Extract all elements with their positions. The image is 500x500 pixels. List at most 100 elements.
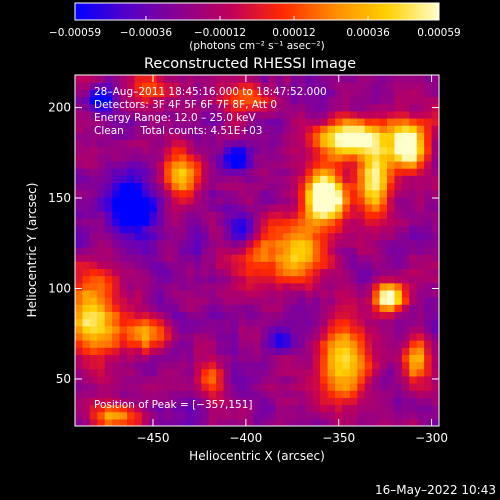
heatmap-cell [216, 340, 225, 348]
heatmap-cell [141, 218, 150, 227]
heatmap-cell [290, 268, 299, 277]
heatmap-cell [164, 132, 173, 141]
heatmap-cell [141, 89, 150, 98]
heatmap-cell [231, 125, 240, 133]
heatmap-cell [97, 418, 106, 426]
heatmap-cell [201, 189, 210, 198]
heatmap-cell [253, 239, 262, 248]
heatmap-cell [97, 103, 106, 112]
heatmap-cell [416, 211, 425, 219]
heatmap-cell [186, 139, 195, 148]
heatmap-cell [297, 361, 306, 370]
heatmap-cell [156, 110, 165, 119]
heatmap-cell [104, 211, 113, 219]
heatmap-cell [401, 418, 410, 426]
heatmap-cell [349, 175, 358, 184]
heatmap-cell [186, 75, 195, 83]
heatmap-cell [104, 261, 113, 269]
heatmap-cell [268, 110, 277, 119]
heatmap-cell [104, 282, 113, 291]
heatmap-cell [156, 340, 165, 348]
heatmap-cell [193, 361, 202, 370]
heatmap-cell [97, 325, 106, 334]
heatmap-cell [193, 160, 202, 169]
heatmap-cell [245, 368, 254, 377]
heatmap-cell [379, 375, 388, 384]
heatmap-cell [401, 89, 410, 98]
heatmap-cell [75, 246, 84, 255]
heatmap-cell [387, 89, 396, 98]
heatmap-cell [431, 146, 439, 155]
heatmap-cell [268, 275, 277, 284]
heatmap-cell [290, 132, 299, 141]
heatmap-cell [349, 160, 358, 169]
heatmap-cell [364, 275, 373, 284]
heatmap-cell [327, 332, 336, 341]
heatmap-cell [112, 132, 121, 141]
heatmap-cell [82, 325, 91, 334]
heatmap-cell [75, 311, 84, 320]
heatmap-cell [186, 332, 195, 341]
heatmap-cell [134, 411, 143, 420]
heatmap-cell [424, 325, 433, 334]
heatmap-cell [171, 75, 180, 83]
heatmap-cell [164, 182, 173, 191]
heatmap-cell [179, 189, 188, 198]
heatmap-cell [364, 189, 373, 198]
heatmap-cell [149, 189, 158, 198]
heatmap-cell [394, 375, 403, 384]
heatmap-cell [119, 268, 128, 277]
heatmap-cell [253, 383, 262, 391]
heatmap-cell [349, 182, 358, 191]
heatmap-cell [238, 311, 247, 320]
heatmap-cell [134, 354, 143, 363]
heatmap-cell [223, 175, 232, 184]
heatmap-cell [275, 146, 284, 155]
heatmap-cell [431, 361, 439, 370]
heatmap-cell [82, 132, 91, 141]
heatmap-cell [238, 347, 247, 355]
heatmap-cell [409, 289, 418, 298]
heatmap-cell [216, 146, 225, 155]
heatmap-cell [297, 304, 306, 312]
heatmap-cell [416, 354, 425, 363]
heatmap-cell [416, 275, 425, 284]
heatmap-cell [297, 383, 306, 391]
heatmap-cell [305, 325, 314, 334]
heatmap-cell [238, 318, 247, 327]
heatmap-cell [164, 225, 173, 234]
heatmap-cell [275, 218, 284, 227]
heatmap-cell [283, 139, 292, 148]
heatmap-cell [327, 297, 336, 305]
heatmap-cell [424, 110, 433, 119]
heatmap-cell [245, 404, 254, 413]
heatmap-cell [134, 325, 143, 334]
heatmap-cell [409, 232, 418, 241]
heatmap-cell [82, 418, 91, 426]
heatmap-cell [231, 182, 240, 191]
heatmap-cell [164, 361, 173, 370]
heatmap-cell [201, 96, 210, 105]
heatmap-cell [320, 340, 329, 348]
heatmap-cell [305, 347, 314, 355]
heatmap-cell [208, 146, 217, 155]
heatmap-cell [89, 411, 98, 420]
heatmap-cell [231, 418, 240, 426]
heatmap-cell [260, 347, 269, 355]
heatmap-cell [424, 211, 433, 219]
heatmap-cell [401, 146, 410, 155]
heatmap-cell [149, 153, 158, 162]
heatmap-cell [349, 397, 358, 406]
heatmap-cell [327, 304, 336, 312]
heatmap-cell [379, 196, 388, 205]
footer-timestamp: 16–May–2022 10:43 [375, 483, 496, 497]
heatmap-cell [394, 139, 403, 148]
heatmap-cell [112, 347, 121, 355]
heatmap-cell [275, 332, 284, 341]
heatmap-cell [394, 325, 403, 334]
heatmap-cell [275, 175, 284, 184]
heatmap-cell [119, 289, 128, 298]
heatmap-cell [268, 125, 277, 133]
heatmap-cell [387, 383, 396, 391]
heatmap-cell [424, 347, 433, 355]
